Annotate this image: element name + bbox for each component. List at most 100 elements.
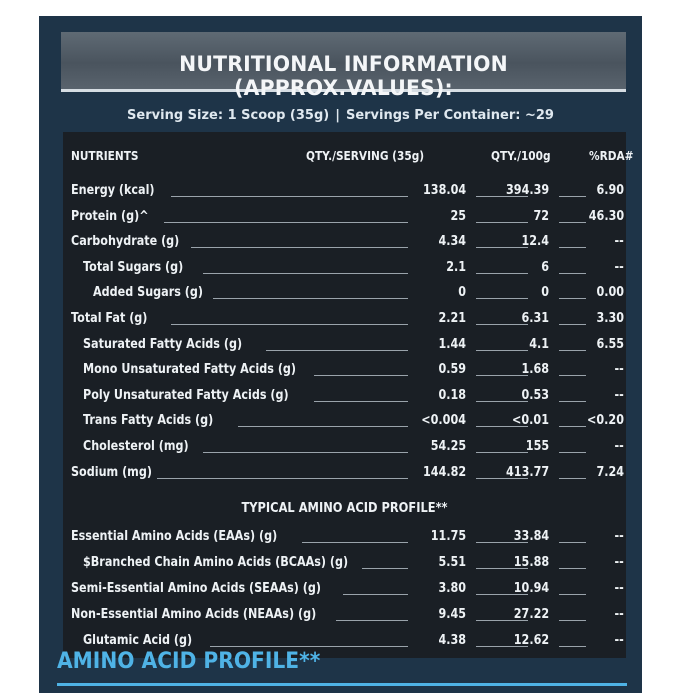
rda-value: 6.55: [596, 336, 624, 352]
leader-line: [476, 646, 528, 647]
table-row: Poly Unsaturated Fatty Acids (g) 0.18 0.53…: [63, 384, 626, 408]
table-row: Semi-Essential Amino Acids (SEAAs) (g) 3.…: [63, 577, 626, 601]
rda-value: 6.90: [596, 183, 624, 198]
leader-line: [559, 594, 586, 595]
leader-line: [476, 426, 528, 428]
leader-line: [476, 400, 528, 402]
leader-line: [559, 620, 586, 621]
rda-value: --: [614, 259, 624, 275]
per-100g-value: 6: [541, 259, 549, 275]
column-header-per-100g: QTY./100g: [491, 149, 551, 163]
per-serving-value: 138.04: [422, 183, 466, 198]
per-serving-value: 25: [450, 208, 466, 224]
per-serving-value: 3.80: [438, 581, 466, 596]
leader-line: [314, 375, 408, 377]
per-serving-value: 0.59: [438, 362, 466, 378]
table-row: Mono Unsaturated Fatty Acids (g) 0.59 1.68…: [63, 358, 626, 382]
per-100g-value: 413.77: [505, 464, 549, 480]
leader-line: [164, 221, 408, 223]
header-bar: NUTRITIONAL INFORMATION (APPROX.VALUES):: [61, 32, 626, 100]
leader-line: [559, 646, 586, 647]
rda-value: 7.24: [596, 464, 624, 480]
per-serving-value: 0: [458, 285, 466, 301]
table-row: Protein (g)^ 25 72 46.30: [63, 205, 626, 229]
leader-line: [210, 646, 408, 647]
table-row: Essential Amino Acids (EAAs) (g) 11.75 33.…: [63, 525, 626, 549]
nutrient-name: Semi-Essential Amino Acids (SEAAs) (g): [71, 581, 322, 596]
table-row: Added Sugars (g) 0 0 0.00: [63, 281, 626, 305]
leader-line: [191, 247, 408, 249]
column-header-rda: %RDA#: [589, 149, 634, 163]
per-serving-value: 2.21: [438, 311, 466, 326]
column-header-per-serving: QTY./SERVING (35g): [306, 149, 425, 163]
leader-line: [559, 568, 586, 569]
leader-line: [336, 620, 408, 621]
leader-line: [476, 247, 528, 249]
per-100g-value: <0.01: [512, 413, 549, 429]
rda-value: 46.30: [588, 208, 624, 224]
leader-line: [476, 298, 528, 300]
leader-line: [476, 196, 528, 197]
amino-section-title: TYPICAL AMINO ACID PROFILE**: [241, 501, 448, 516]
leader-line: [559, 542, 586, 543]
rda-value: --: [614, 581, 624, 596]
leader-line: [476, 477, 528, 479]
leader-line: [476, 620, 528, 621]
leader-line: [157, 477, 408, 479]
leader-line: [559, 298, 586, 300]
per-serving-value: 9.45: [438, 607, 466, 622]
leader-line: [476, 272, 528, 274]
per-100g-value: 155: [525, 439, 549, 454]
nutrient-name: Cholesterol (mg): [83, 439, 189, 454]
nutrition-table: NUTRIENTS QTY./SERVING (35g) QTY./100g %…: [63, 132, 634, 658]
per-100g-value: 394.39: [505, 183, 549, 198]
per-serving-value: 5.51: [438, 555, 466, 570]
per-serving-value: 144.82: [422, 464, 466, 480]
nutrition-panel: NUTRITIONAL INFORMATION (APPROX.VALUES):…: [39, 16, 642, 693]
leader-line: [266, 349, 408, 351]
rda-value: --: [614, 607, 624, 622]
per-serving-value: 4.38: [438, 633, 466, 648]
leader-line: [559, 477, 586, 479]
rda-value: --: [614, 439, 624, 454]
leader-line: [343, 594, 408, 595]
amino-profile-divider: [57, 683, 627, 686]
leader-line: [476, 375, 528, 377]
per-serving-value: 4.34: [438, 234, 466, 250]
table-row: Glutamic Acid (g) 4.38 12.62 --: [63, 629, 626, 653]
leader-line: [171, 324, 408, 325]
rda-value: --: [614, 529, 624, 544]
nutrient-name: Carbohydrate (g): [71, 234, 180, 250]
per-100g-value: 12.4: [521, 234, 549, 250]
leader-line: [213, 298, 408, 300]
per-100g-value: 6.31: [521, 311, 549, 326]
per-100g-value: 0.53: [521, 387, 549, 403]
page-title: NUTRITIONAL INFORMATION (APPROX.VALUES):: [179, 52, 508, 100]
per-serving-value: 0.18: [438, 387, 466, 403]
amino-profile-title: AMINO ACID PROFILE**: [57, 649, 321, 674]
table-row: Total Fat (g) 2.21 6.31 3.30: [63, 307, 626, 331]
per-serving-value: 2.1: [446, 259, 466, 275]
leader-line: [476, 324, 528, 325]
leader-line: [559, 221, 586, 223]
per-100g-value: 0: [541, 285, 549, 301]
column-header-nutrients: NUTRIENTS: [71, 149, 139, 163]
per-serving-value: 1.44: [438, 336, 466, 352]
leader-line: [559, 247, 586, 249]
per-100g-value: 33.84: [513, 529, 549, 544]
nutrient-name: Non-Essential Amino Acids (NEAAs) (g): [71, 607, 317, 622]
table-row: Carbohydrate (g) 4.34 12.4 --: [63, 230, 626, 254]
table-row: Trans Fatty Acids (g) <0.004 <0.01 <0.20: [63, 409, 626, 433]
leader-line: [559, 349, 586, 351]
nutrient-name: Trans Fatty Acids (g): [83, 413, 214, 429]
leader-line: [362, 568, 408, 569]
table-row: Saturated Fatty Acids (g) 1.44 4.1 6.55: [63, 333, 626, 357]
rda-value: 3.30: [596, 311, 624, 326]
nutrient-name: Glutamic Acid (g): [83, 633, 193, 648]
nutrient-name: Total Sugars (g): [83, 259, 184, 275]
rda-value: --: [614, 234, 624, 250]
leader-line: [476, 542, 528, 543]
per-100g-value: 15.88: [513, 555, 549, 570]
rda-value: --: [614, 555, 624, 570]
per-100g-value: 4.1: [529, 336, 549, 352]
